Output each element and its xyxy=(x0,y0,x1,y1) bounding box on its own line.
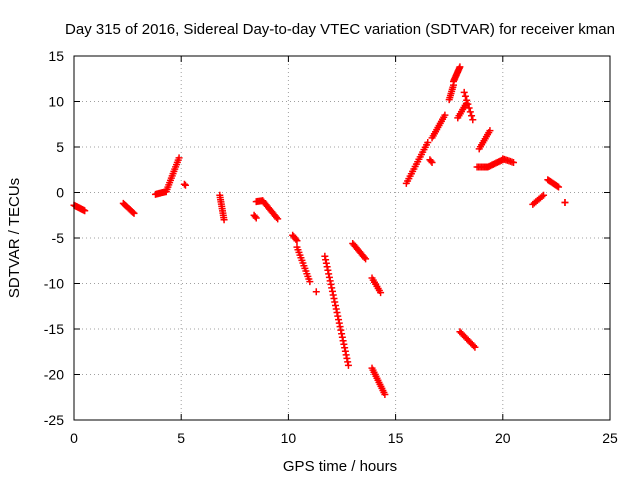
data-point-plus xyxy=(81,207,89,215)
data-point-plus xyxy=(335,316,343,324)
data-point-plus xyxy=(553,182,561,190)
y-tick-labels: -25 -20 -15 -10 -5 0 5 10 15 xyxy=(44,48,64,428)
data-point-plus xyxy=(331,302,339,310)
y-tick-label: 5 xyxy=(56,139,64,155)
data-point-plus xyxy=(464,100,472,108)
x-tick-label: 10 xyxy=(281,430,297,446)
data-point-plus xyxy=(322,256,330,264)
data-point-plus xyxy=(469,116,477,124)
data-point-plus xyxy=(486,127,494,135)
x-tick-label: 20 xyxy=(495,430,511,446)
data-point-plus xyxy=(329,291,337,299)
x-tick-labels: 0 5 10 15 20 25 xyxy=(70,430,618,446)
y-tick-label: 0 xyxy=(56,185,64,201)
y-tick-label: -15 xyxy=(44,321,64,337)
data-point-plus xyxy=(322,259,330,267)
data-point-plus xyxy=(335,319,343,327)
plot-frame xyxy=(73,55,611,421)
data-point-plus xyxy=(334,312,342,320)
data-point-plus xyxy=(325,273,333,281)
data-point-plus xyxy=(540,191,548,199)
data-point-plus xyxy=(324,266,332,274)
data-point-plus xyxy=(325,270,333,278)
y-axis-title: SDTVAR / TECUs xyxy=(6,178,23,298)
data-point-plus xyxy=(362,255,370,263)
data-point-plus xyxy=(292,235,300,243)
grid-lines xyxy=(74,56,610,420)
data-point-plus xyxy=(327,280,335,288)
data-point-plus xyxy=(180,180,188,188)
data-point-plus xyxy=(273,213,281,221)
x-tick-label: 5 xyxy=(177,430,185,446)
data-point-plus xyxy=(336,323,344,331)
y-tick-label: -10 xyxy=(44,276,64,292)
data-point-plus xyxy=(332,305,340,313)
y-tick-label: -25 xyxy=(44,412,64,428)
data-point-plus xyxy=(251,213,259,221)
data-point-plus xyxy=(561,199,569,207)
data-point-plus xyxy=(456,63,464,71)
data-point-plus xyxy=(338,333,346,341)
data-point-plus xyxy=(341,344,349,352)
data-point-plus xyxy=(181,181,189,189)
data-point-plus xyxy=(306,278,314,286)
data-point-plus xyxy=(220,216,228,224)
y-tick-label: 10 xyxy=(48,94,64,110)
data-point-plus xyxy=(338,330,346,338)
y-tick-label: -20 xyxy=(44,367,64,383)
data-point-plus xyxy=(328,284,336,292)
data-point-plus xyxy=(342,351,350,359)
data-point-plus xyxy=(326,277,334,285)
data-point-plus xyxy=(340,340,348,348)
data-point-plus xyxy=(312,288,320,296)
data-point-plus xyxy=(427,157,435,165)
data-point-plus xyxy=(465,104,473,112)
x-tick-label: 15 xyxy=(388,430,404,446)
data-point-plus xyxy=(337,326,345,334)
data-point-plus xyxy=(129,209,137,217)
x-axis-title: GPS time / hours xyxy=(283,458,397,475)
data-point-plus xyxy=(428,158,436,166)
data-point-plus xyxy=(323,263,331,271)
data-point-plus xyxy=(343,354,351,362)
data-point-plus xyxy=(331,298,339,306)
y-tick-label: -5 xyxy=(52,230,65,246)
data-point-plus xyxy=(538,193,546,201)
data-point-plus xyxy=(460,88,468,96)
data-point-plus xyxy=(252,214,260,222)
data-point-plus xyxy=(328,287,336,295)
data-points xyxy=(70,63,569,399)
data-point-plus xyxy=(381,391,389,399)
data-point-plus xyxy=(344,361,352,369)
y-tick-label: 15 xyxy=(48,48,64,64)
data-point-plus xyxy=(175,154,183,162)
data-point-plus xyxy=(555,183,563,191)
data-point-plus xyxy=(344,358,352,366)
data-point-plus xyxy=(293,237,301,245)
data-point-plus xyxy=(330,294,338,302)
data-point-plus xyxy=(463,96,471,104)
data-point-plus xyxy=(360,254,368,262)
data-point-plus xyxy=(339,337,347,345)
data-point-plus xyxy=(510,158,518,166)
data-point-plus xyxy=(377,289,385,297)
x-tick-label: 0 xyxy=(70,430,78,446)
data-point-plus xyxy=(471,343,479,351)
data-point-plus xyxy=(274,215,282,223)
data-point-plus xyxy=(321,252,329,260)
data-point-plus xyxy=(333,309,341,317)
data-point-plus xyxy=(470,342,478,350)
data-point-plus xyxy=(441,111,449,119)
x-tick-label: 25 xyxy=(602,430,618,446)
data-point-plus xyxy=(468,112,476,120)
data-point-plus xyxy=(130,209,138,217)
data-point-plus xyxy=(424,138,432,146)
data-point-plus xyxy=(461,92,469,100)
data-point-plus xyxy=(341,347,349,355)
data-point-plus xyxy=(466,108,474,116)
chart-title: Day 315 of 2016, Sidereal Day-to-day VTE… xyxy=(65,21,615,38)
